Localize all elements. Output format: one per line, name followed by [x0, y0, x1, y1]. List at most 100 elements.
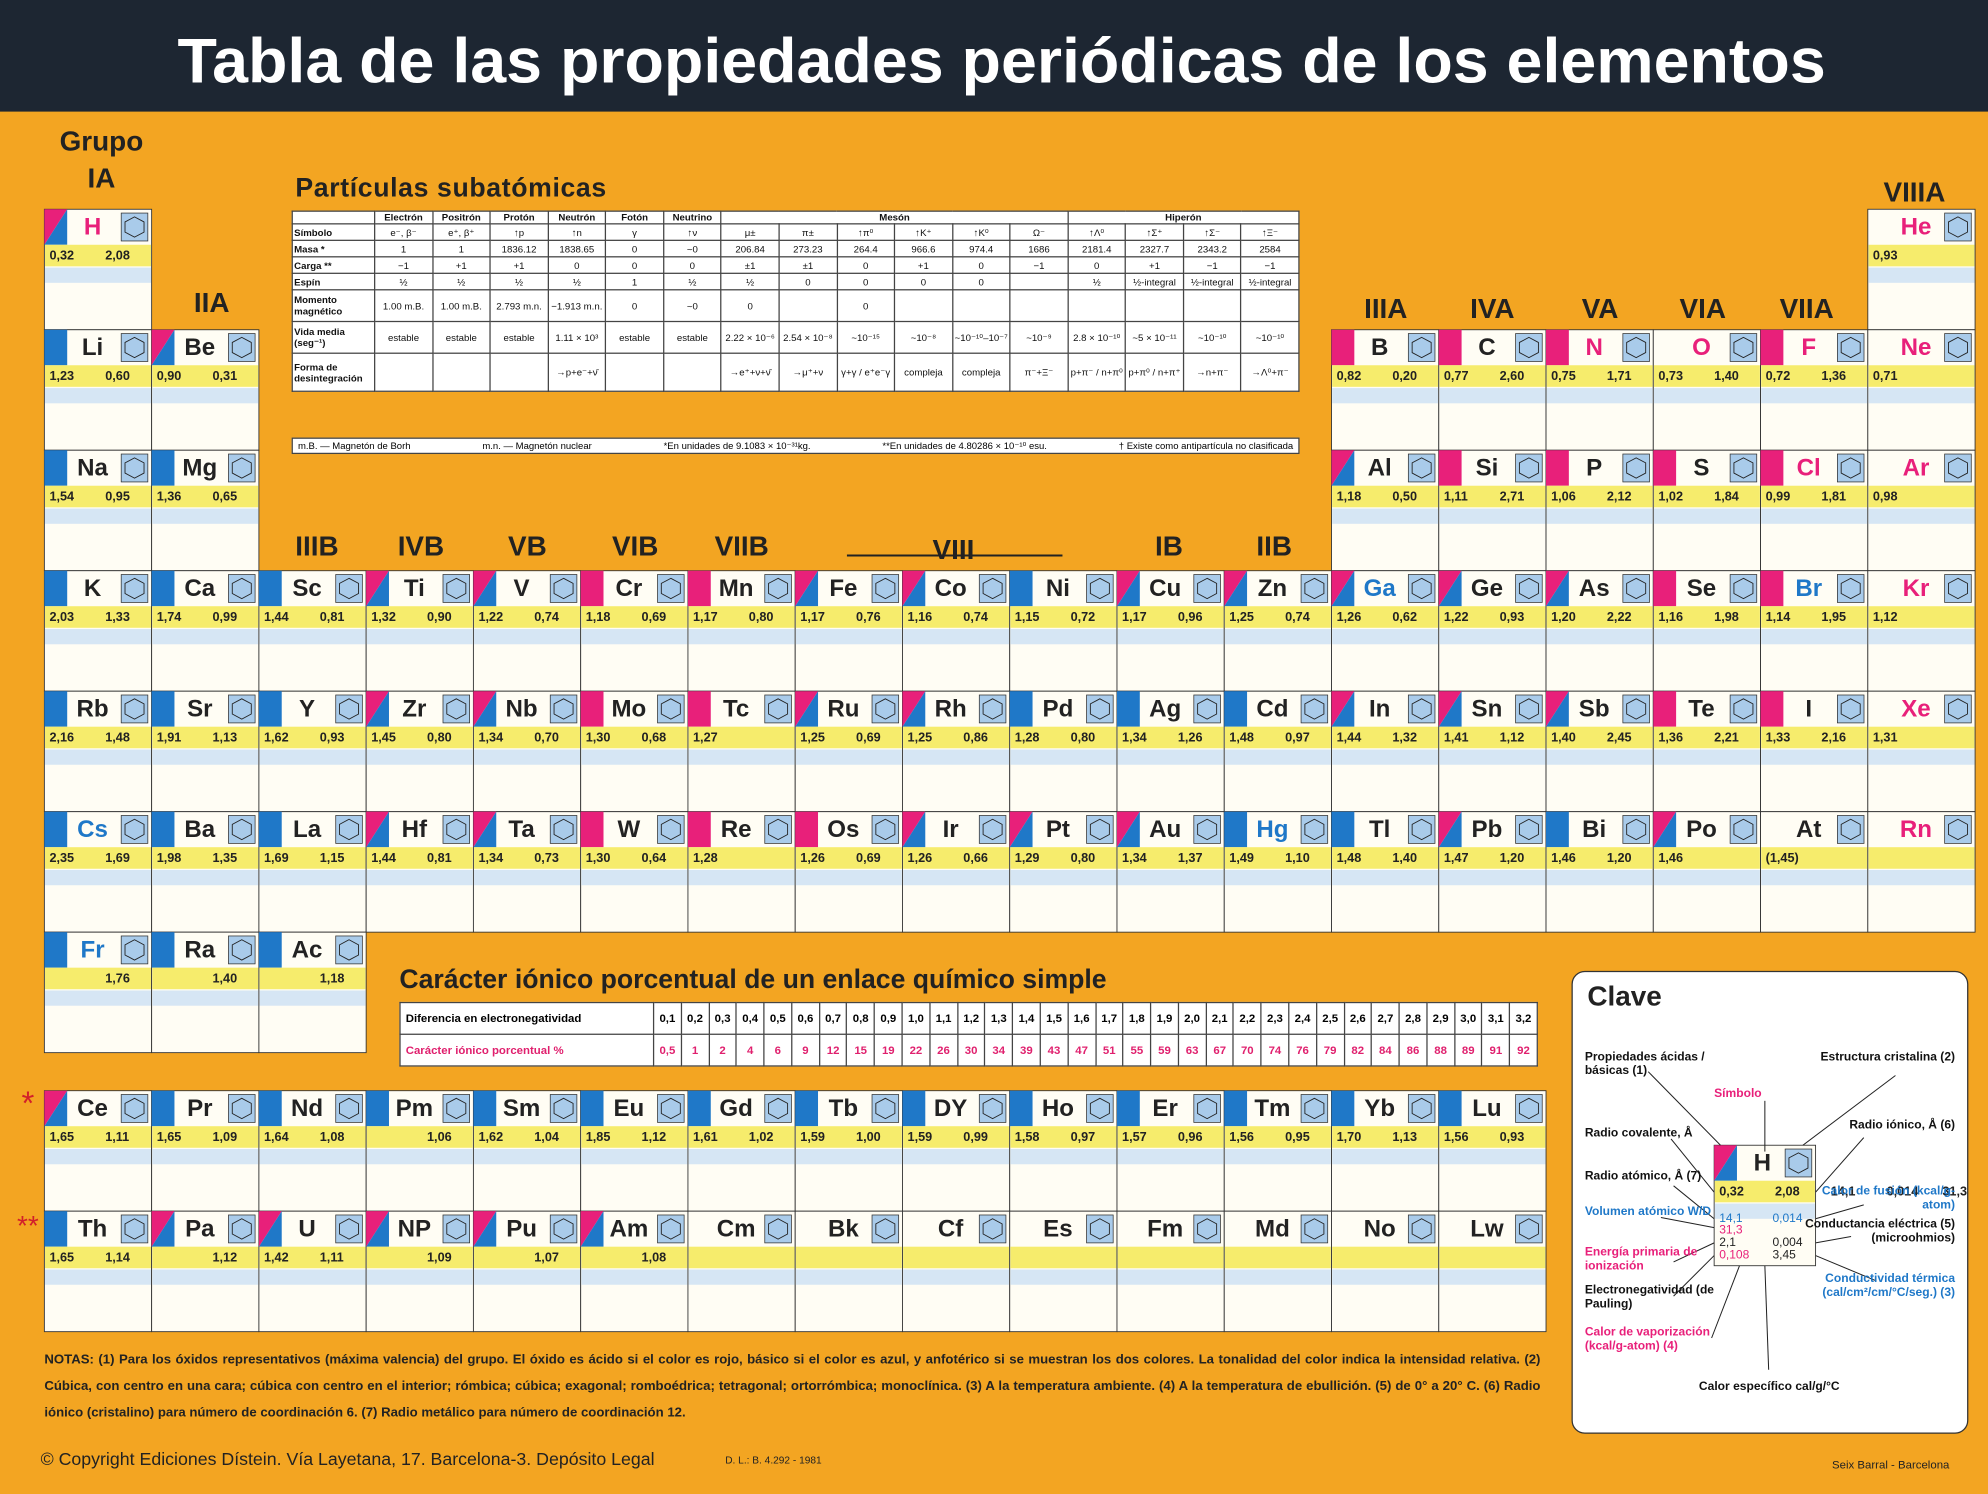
yellow-band	[152, 847, 259, 869]
ionic-cell: 2,6	[1343, 1001, 1373, 1035]
cell-lower-band	[1010, 629, 1117, 645]
base-mark	[1116, 691, 1140, 727]
crystal-shape	[1733, 698, 1754, 720]
element-symbol: Nd	[291, 1095, 323, 1122]
crystal-icon	[228, 1094, 256, 1123]
ionic-cell: 2	[708, 1033, 738, 1067]
base-mark	[258, 1090, 282, 1127]
element-value: 0,81	[320, 610, 345, 624]
base-mark	[687, 1090, 711, 1127]
cell-lower-band	[1546, 388, 1653, 404]
element-symbol: N	[1586, 334, 1603, 361]
acid-mark	[1224, 570, 1248, 607]
ionic-cell: 1,8	[1122, 1001, 1152, 1035]
yellow-band	[1332, 606, 1439, 628]
yellow-band	[1868, 485, 1975, 508]
element-symbol: K	[84, 575, 102, 602]
element-value: 1,65	[157, 1130, 182, 1144]
crystal-shape	[1518, 577, 1539, 600]
element-symbol: He	[1901, 214, 1932, 241]
yellow-band	[795, 847, 902, 869]
cell-lower-band	[366, 870, 473, 886]
element-symbol: Pt	[1046, 816, 1070, 843]
crystal-shape	[1089, 577, 1110, 600]
base-mark	[151, 691, 175, 727]
group-label: IIA	[194, 287, 230, 318]
ionic-cell: 88	[1426, 1033, 1456, 1067]
cell-lower-band	[1117, 629, 1224, 645]
element-value: 0,65	[212, 489, 237, 503]
subatomic-cell	[431, 352, 491, 392]
crystal-shape	[1304, 577, 1325, 600]
crystal-icon	[1407, 1094, 1436, 1123]
crystal-shape	[124, 1218, 145, 1240]
element-symbol: Pd	[1043, 696, 1074, 723]
crystal-shape	[1626, 336, 1647, 359]
element-value: 1,48	[1337, 851, 1362, 865]
ionic-cell: 86	[1398, 1033, 1428, 1067]
crystal-icon	[1193, 1094, 1221, 1123]
cell-lower-band	[688, 749, 795, 765]
subatomic-cell: 0	[893, 272, 953, 291]
subatomic-cell: 1686	[1009, 239, 1069, 258]
key-leader	[1815, 1255, 1877, 1282]
yellow-band	[1117, 847, 1224, 869]
element-value: 1,02	[749, 1130, 774, 1144]
yellow-band	[1439, 606, 1546, 628]
ionic-cell: 0,3	[708, 1001, 738, 1035]
subatomic-cell	[1240, 289, 1300, 323]
element-value: 1,08	[320, 1130, 345, 1144]
crystal-icon	[228, 333, 256, 362]
element-value: 1,09	[212, 1130, 237, 1144]
element-symbol: Cd	[1256, 696, 1288, 723]
yellow-band	[1761, 365, 1868, 387]
ionic-cell: 0,6	[791, 1001, 820, 1035]
element-value: 0,93	[320, 730, 345, 744]
key-label: Energía primaria de ionización	[1584, 1245, 1698, 1274]
key-leader	[1764, 1265, 1770, 1370]
element-value: 1,17	[800, 610, 825, 624]
element-value: 0,50	[1392, 489, 1417, 503]
element-value: 1,12	[1500, 730, 1525, 744]
acid-mark	[1760, 570, 1784, 607]
element-symbol: Mo	[611, 696, 646, 723]
crystal-shape	[1411, 336, 1432, 359]
crystal-icon	[978, 694, 1007, 724]
element-symbol: Ca	[184, 575, 215, 602]
crystal-icon	[228, 815, 256, 844]
key-label: Propiedades ácidas / básicas (1)	[1584, 1050, 1705, 1079]
element-value: 0,80	[1071, 851, 1096, 865]
cell-lower-band	[1761, 870, 1868, 886]
acid-mark	[1116, 570, 1140, 607]
crystal-icon	[871, 574, 900, 603]
element-symbol: Cm	[717, 1216, 756, 1243]
ionic-cell: 2,0	[1177, 1001, 1207, 1035]
subatomic-cell	[374, 352, 434, 392]
element-value: 0,93	[1500, 610, 1525, 624]
subatomic-cell	[1009, 272, 1069, 291]
footnote: **En unidades de 4.80286 × 10⁻¹⁰ esu.	[882, 440, 1047, 452]
element-symbol: In	[1369, 696, 1390, 723]
element-value: 2,08	[1775, 1184, 1800, 1198]
acid-mark	[1653, 570, 1677, 607]
element-symbol: Ta	[508, 816, 535, 843]
element-value: 0,93	[1873, 249, 1898, 263]
element-value: 1,40	[1551, 730, 1576, 744]
element-value: 2,12	[1607, 489, 1632, 503]
crystal-icon	[1300, 694, 1329, 724]
row-label: Carga **	[291, 256, 376, 274]
subatomic-cell: ↑π⁰	[836, 223, 896, 241]
element-value: 1,36	[157, 489, 182, 503]
element-symbol: F	[1801, 334, 1816, 361]
base-mark	[44, 811, 68, 848]
element-value: 1,32	[371, 610, 396, 624]
subatomic-cell: 2.793 m.n.	[489, 289, 549, 323]
element-value: 1,02	[1658, 489, 1683, 503]
subatomic-cell	[1182, 289, 1242, 323]
cell-lower-band	[1761, 508, 1868, 524]
element-value: 0,69	[856, 851, 881, 865]
crystal-shape	[1197, 698, 1218, 720]
yellow-band	[903, 1246, 1010, 1269]
subatomic-row: Símbolo e⁻, β⁻ e⁺, β⁺ ↑p ↑n γ ↑ν μ± π± ↑π⁰ ↑K⁺ ↑K⁰ Ω…	[291, 223, 1300, 241]
subatomic-cell: π⁻+Ξ⁻	[1009, 352, 1069, 392]
